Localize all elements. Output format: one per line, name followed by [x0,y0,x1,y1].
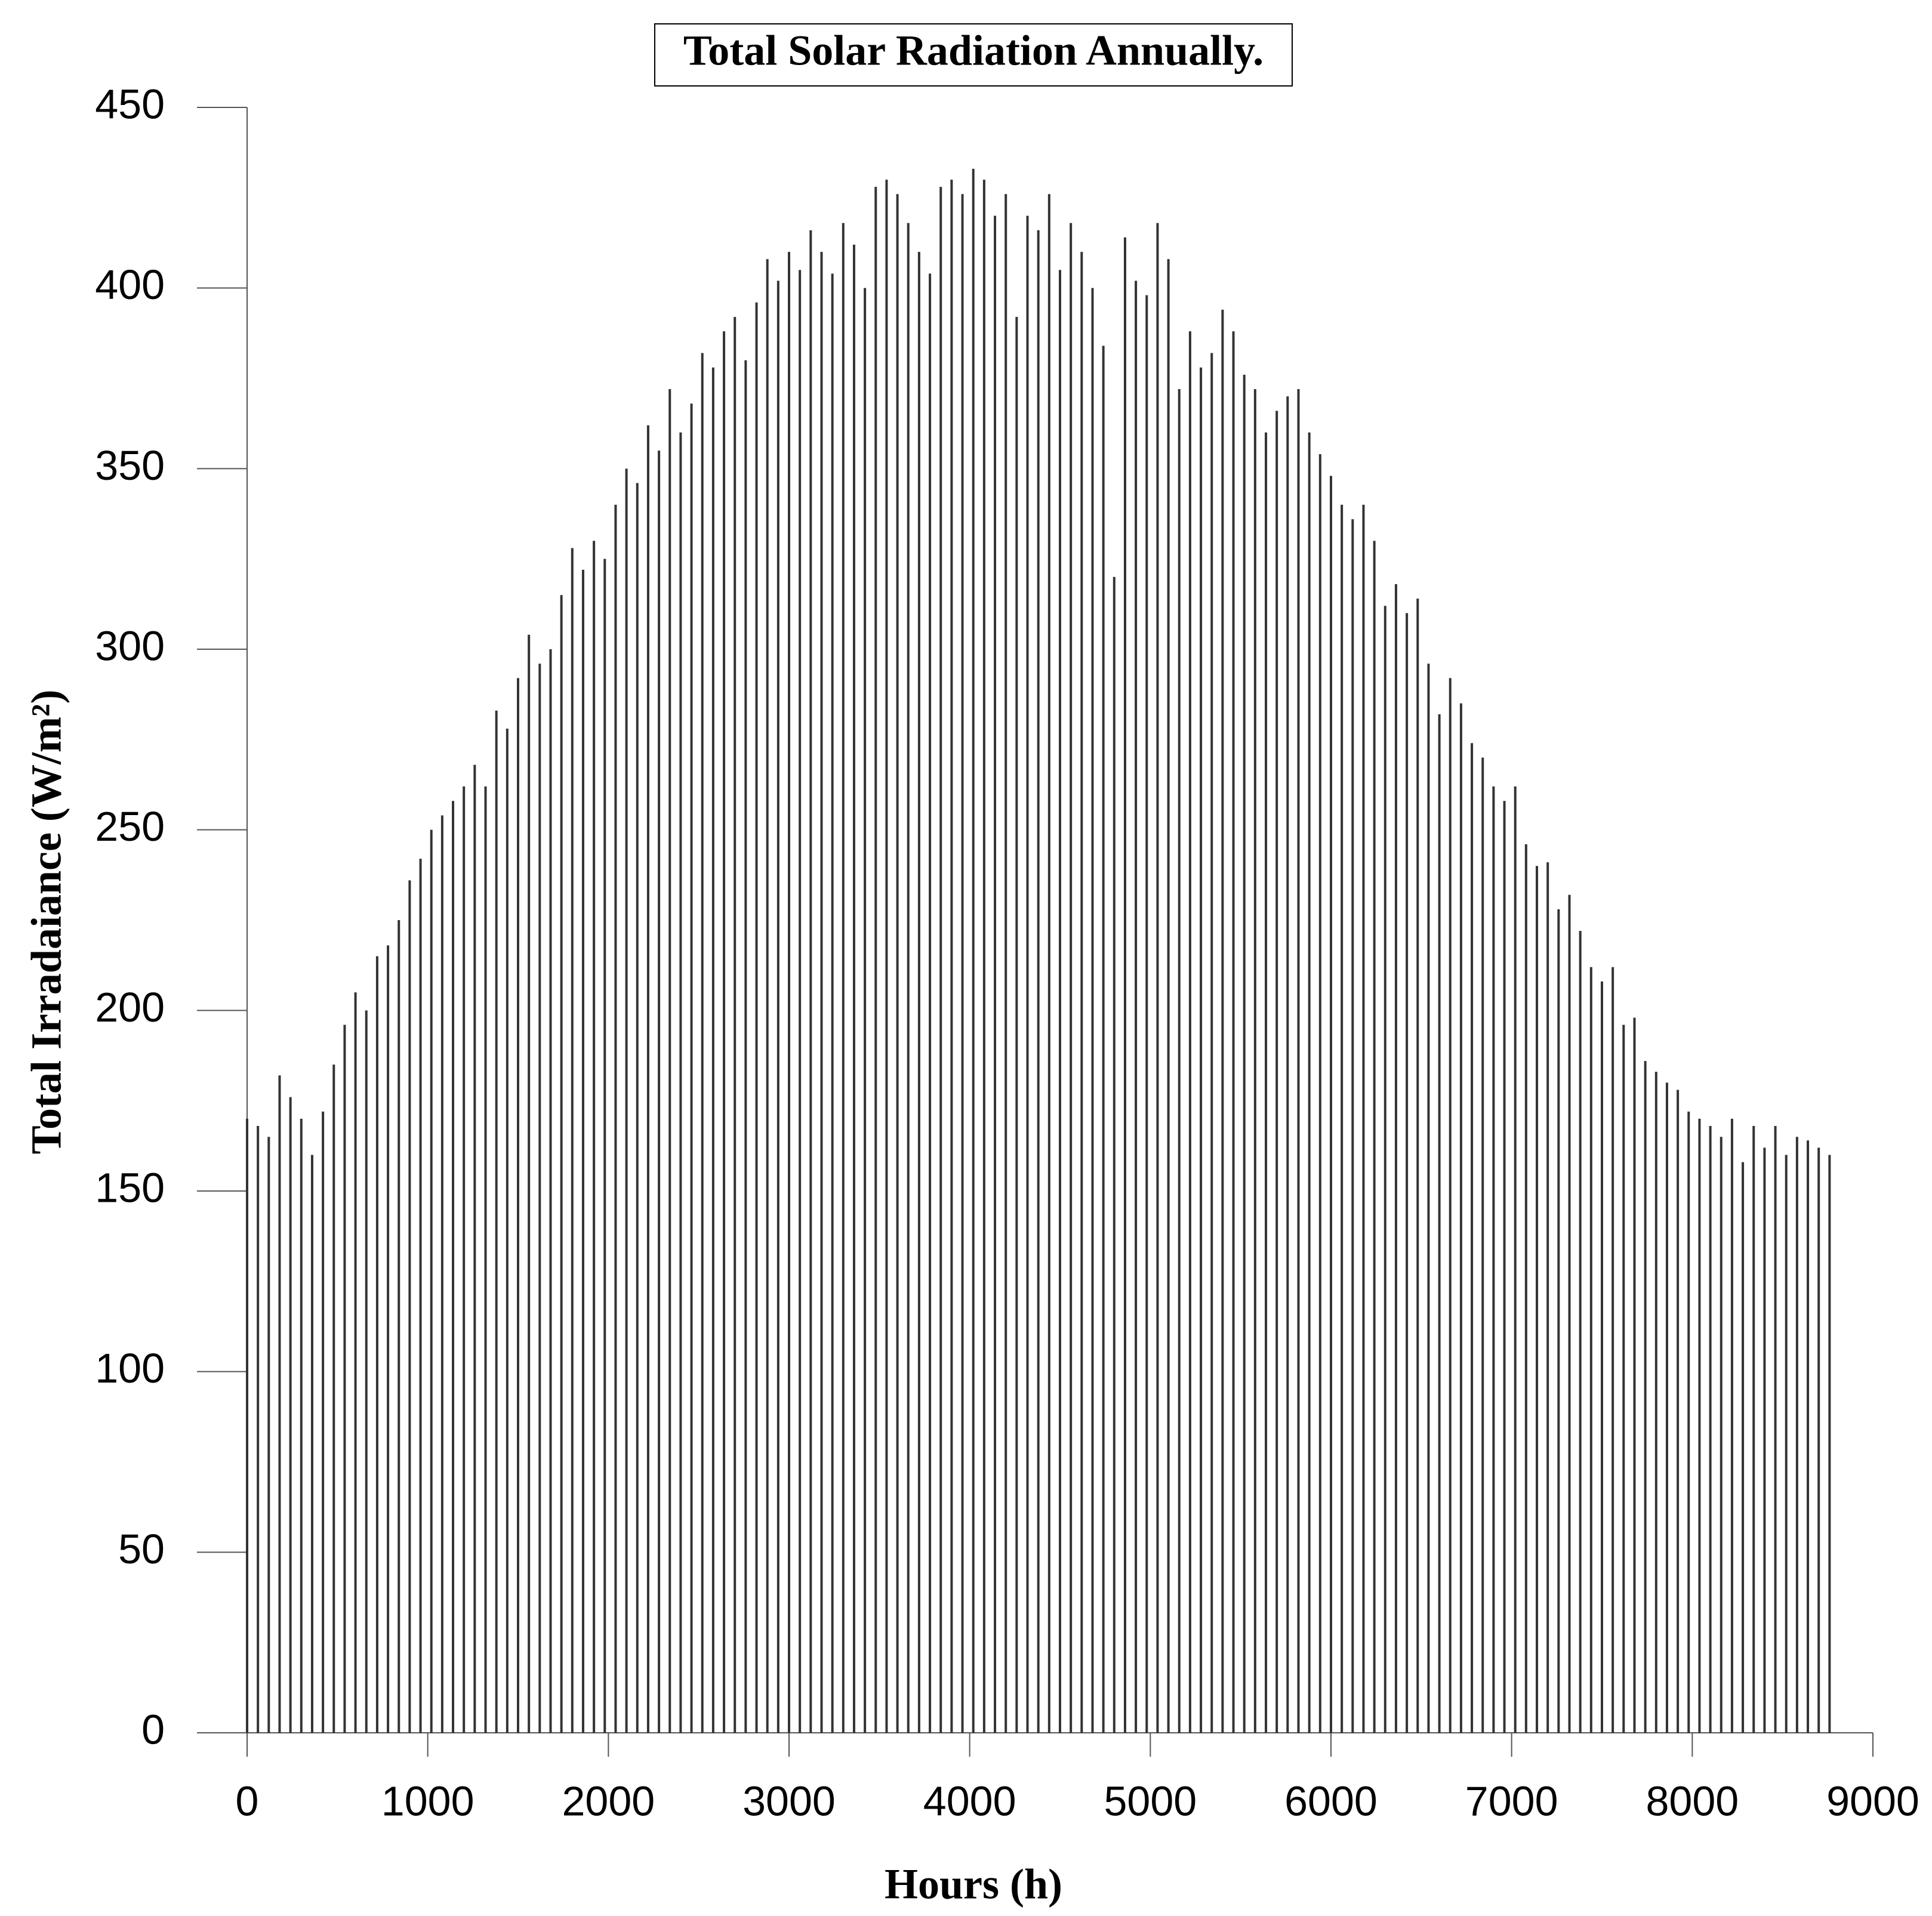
y-tick-label: 250 [95,803,165,850]
x-tick-label: 0 [236,1778,259,1824]
y-axis-label: Total Irradaiance (W/m²) [23,690,70,1155]
y-tick-label: 200 [95,984,165,1030]
x-axis-label: Hours (h) [885,1861,1062,1908]
x-tick-label: 8000 [1646,1778,1739,1824]
y-tick-label: 0 [141,1706,165,1753]
x-tick-label: 3000 [742,1778,836,1824]
y-tick-label: 350 [95,442,165,489]
y-tick-label: 450 [95,81,165,127]
x-tick-label: 9000 [1826,1778,1919,1824]
y-tick-label: 100 [95,1345,165,1392]
y-tick-label: 50 [118,1526,165,1572]
x-tick-label: 4000 [923,1778,1016,1824]
chart-title: Total Solar Radiation Annually. [683,27,1264,75]
x-tick-label: 6000 [1284,1778,1378,1824]
x-tick-label: 5000 [1104,1778,1197,1824]
y-tick-label: 150 [95,1164,165,1211]
x-tick-label: 1000 [381,1778,474,1824]
y-tick-label: 400 [95,261,165,308]
x-tick-label: 7000 [1465,1778,1558,1824]
title-box [654,23,1293,87]
y-tick-label: 300 [95,622,165,669]
x-tick-label: 2000 [562,1778,655,1824]
